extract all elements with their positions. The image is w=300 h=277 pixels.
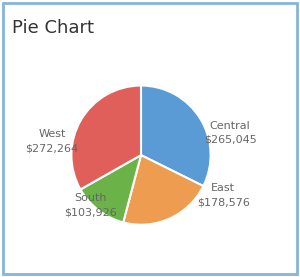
Wedge shape <box>71 86 141 189</box>
Wedge shape <box>123 155 203 225</box>
Wedge shape <box>80 155 141 222</box>
Text: Pie Chart: Pie Chart <box>12 19 94 37</box>
Text: West
$272,264: West $272,264 <box>25 129 79 153</box>
Wedge shape <box>141 86 211 186</box>
Text: South
$103,926: South $103,926 <box>64 193 117 217</box>
Text: East
$178,576: East $178,576 <box>197 183 250 207</box>
Text: Central
$265,045: Central $265,045 <box>204 121 256 145</box>
